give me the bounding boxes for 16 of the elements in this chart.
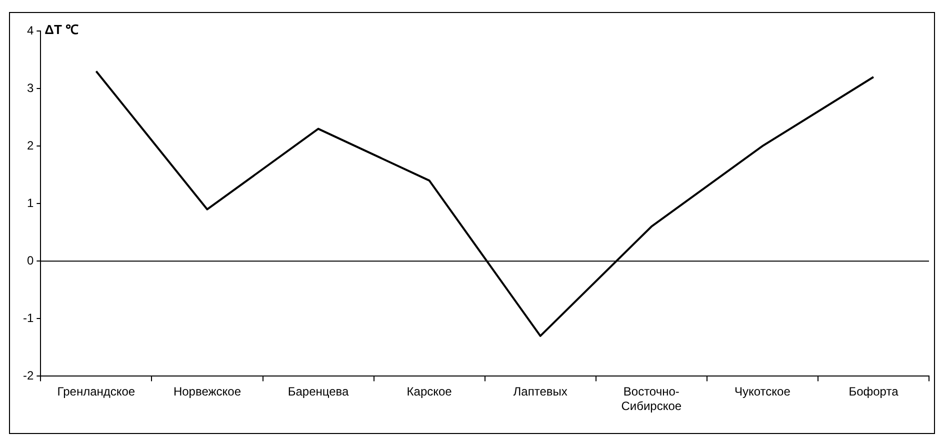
y-tick-label: 2 [26, 138, 34, 152]
y-tick-label: 4 [26, 23, 34, 38]
y-tick-label: 1 [26, 196, 34, 210]
x-tick-label: Норвежское [173, 384, 242, 399]
y-axis-title: ΔT ℃ [44, 22, 79, 38]
y-tick-label: -2 [23, 368, 34, 383]
x-tick-label: Гренландское [57, 384, 136, 399]
y-tick-label: 0 [26, 253, 34, 268]
y-tick-label: 3 [26, 80, 34, 95]
x-tick-label: Чукотское [734, 384, 791, 399]
x-tick-label: Карское [406, 384, 452, 399]
x-tick-label: Бофорта [848, 384, 899, 399]
x-tick-label: Лаптевых [513, 384, 568, 399]
x-tick-label: Баренцева [288, 384, 350, 399]
x-tick-label: Восточно-Сибирское [621, 384, 682, 414]
y-tick-label: -1 [23, 310, 34, 325]
